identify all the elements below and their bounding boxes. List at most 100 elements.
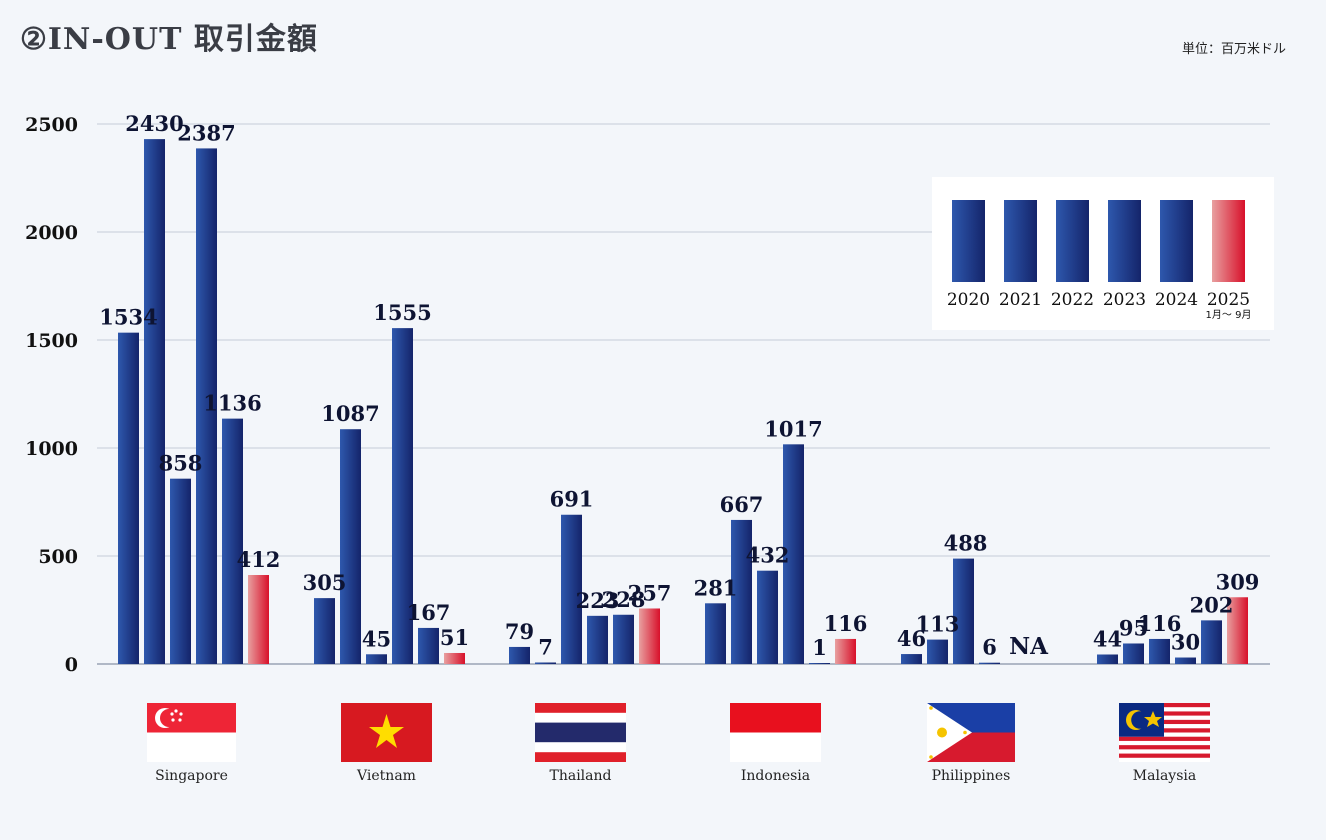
data-label: 1017 <box>764 416 822 441</box>
bar-malaysia-2021 <box>1123 643 1144 664</box>
data-label: 257 <box>628 580 672 605</box>
country-labels: Singapore Vietnam Thailand Indonesia Philipp… <box>155 768 1196 784</box>
bar-thailand-2021 <box>535 662 556 664</box>
legend-label-2025: 2025 <box>1207 290 1250 310</box>
na-annotation: NA <box>1009 633 1049 660</box>
unit-label: 単位：百万米ドル <box>1181 42 1286 57</box>
legend-label-2024: 2024 <box>1155 290 1198 310</box>
y-tick-label: 1500 <box>25 330 78 352</box>
flag-thailand <box>535 703 626 762</box>
legend-label-2021: 2021 <box>999 290 1042 310</box>
y-axis: 0 500 1000 1500 2000 2500 <box>25 114 78 676</box>
legend-sublabel-2025: 1月〜 9月 <box>1206 309 1252 321</box>
bar-singapore-2020 <box>118 332 139 664</box>
bar-thailand-2020 <box>509 646 530 664</box>
bar-vietnam-2025 <box>444 652 465 664</box>
country-label-philippines: Philippines <box>932 768 1011 784</box>
country-label-singapore: Singapore <box>155 768 228 784</box>
flag-philippines <box>927 703 1015 762</box>
bar-vietnam-2024 <box>418 627 439 664</box>
bar-thailand-2025 <box>639 608 660 664</box>
legend-label-2023: 2023 <box>1103 290 1146 310</box>
country-label-indonesia: Indonesia <box>741 768 810 784</box>
data-label: 858 <box>159 451 203 476</box>
legend-label-2020: 2020 <box>947 290 990 310</box>
flag-indonesia <box>730 703 821 762</box>
legend-label-2022: 2022 <box>1051 290 1094 310</box>
bar-malaysia-2020 <box>1097 654 1118 664</box>
data-label: 488 <box>944 531 988 556</box>
bar-indonesia-2024 <box>809 663 830 664</box>
data-label: 79 <box>505 619 534 644</box>
bar-vietnam-2021 <box>340 429 361 664</box>
bar-malaysia-2024 <box>1201 620 1222 664</box>
data-label: 116 <box>1138 611 1182 636</box>
y-tick-label: 2000 <box>25 222 78 244</box>
bar-vietnam-2020 <box>314 598 335 664</box>
data-label: 167 <box>407 600 451 625</box>
data-labels: 1534243085823871136412305108745155516751… <box>99 111 1259 660</box>
flag-vietnam <box>341 703 432 762</box>
bar-indonesia-2020 <box>705 603 726 664</box>
data-label: 1087 <box>321 401 379 426</box>
data-label: 45 <box>362 626 391 651</box>
country-label-vietnam: Vietnam <box>356 768 416 784</box>
data-label: 46 <box>897 626 926 651</box>
data-label: 432 <box>746 543 790 568</box>
y-tick-label: 1000 <box>25 438 78 460</box>
data-label: 202 <box>1190 592 1234 617</box>
bar-indonesia-2022 <box>757 570 778 664</box>
legend-swatch-2023 <box>1108 200 1141 282</box>
bars <box>118 139 1248 664</box>
bar-thailand-2024 <box>613 614 634 664</box>
data-label: 2430 <box>125 111 183 136</box>
bar-philippines-2022 <box>953 558 974 664</box>
bar-philippines-2023 <box>979 662 1000 664</box>
bar-indonesia-2025 <box>835 638 856 664</box>
bar-singapore-2025 <box>248 575 269 664</box>
data-label: 691 <box>550 487 594 512</box>
bar-philippines-2021 <box>927 639 948 664</box>
flag-singapore <box>147 703 236 762</box>
bar-malaysia-2025 <box>1227 597 1248 664</box>
data-label: 30 <box>1171 630 1200 655</box>
data-label: 1136 <box>203 391 261 416</box>
bar-singapore-2021 <box>144 139 165 664</box>
y-tick-label: 500 <box>38 546 78 568</box>
data-label: 281 <box>694 575 738 600</box>
bar-singapore-2023 <box>196 148 217 664</box>
bar-vietnam-2023 <box>392 328 413 664</box>
data-label: 2387 <box>177 120 235 145</box>
bar-indonesia-2021 <box>731 519 752 664</box>
legend-swatch-2025 <box>1212 200 1245 282</box>
bar-philippines-2020 <box>901 654 922 664</box>
data-label: 228 <box>602 587 646 612</box>
bar-vietnam-2022 <box>366 654 387 664</box>
data-label: 667 <box>720 492 764 517</box>
y-tick-label: 2500 <box>25 114 78 136</box>
bar-malaysia-2023 <box>1175 657 1196 664</box>
bar-singapore-2024 <box>222 418 243 664</box>
data-label: 116 <box>824 611 868 636</box>
data-label: 7 <box>538 634 553 659</box>
data-label: 44 <box>1093 626 1122 651</box>
data-label: 309 <box>1216 569 1260 594</box>
data-label: 412 <box>237 547 281 572</box>
data-label: 95 <box>1119 615 1148 640</box>
country-label-malaysia: Malaysia <box>1133 768 1196 784</box>
bar-singapore-2022 <box>170 478 191 664</box>
bar-indonesia-2023 <box>783 444 804 664</box>
bar-thailand-2022 <box>561 514 582 664</box>
country-label-thailand: Thailand <box>550 768 612 784</box>
bar-malaysia-2022 <box>1149 638 1170 664</box>
legend-swatch-2020 <box>952 200 985 282</box>
gridlines <box>97 123 1270 665</box>
data-label: 1534 <box>99 305 157 330</box>
legend-swatch-2024 <box>1160 200 1193 282</box>
data-label: 1 <box>812 635 827 660</box>
data-label: 113 <box>916 612 960 637</box>
legend-swatch-2022 <box>1056 200 1089 282</box>
